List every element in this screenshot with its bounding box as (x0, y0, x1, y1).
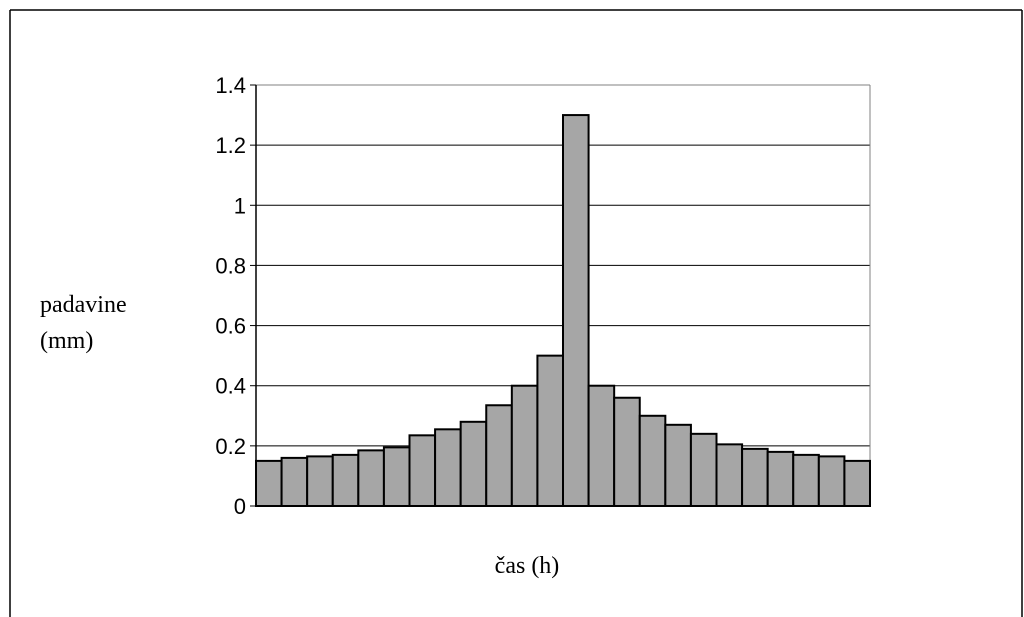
y-tick-label: 0.6 (215, 314, 246, 339)
bar (587, 384, 616, 508)
bar (715, 443, 744, 508)
bar (306, 455, 334, 507)
y-axis-label-line2: (mm) (40, 328, 93, 354)
y-tick-label: 1.4 (215, 73, 246, 98)
y-tick-label: 0.2 (215, 434, 246, 459)
bar (766, 450, 795, 507)
bar (562, 114, 590, 507)
bar (843, 459, 872, 507)
y-tick-label: 0 (234, 494, 246, 519)
bar (382, 446, 411, 508)
bar (613, 396, 641, 507)
bar (459, 420, 488, 507)
bar (357, 449, 385, 507)
bar (638, 414, 667, 507)
bar (792, 453, 820, 507)
bar (434, 428, 462, 508)
bar (741, 447, 769, 508)
bar (255, 459, 283, 507)
bar (331, 453, 360, 507)
bar (817, 455, 846, 507)
bar (664, 423, 692, 507)
y-axis-label-line1: padavine (40, 292, 127, 318)
bar (510, 384, 539, 508)
plot-area: 0 0.2 0.4 0.6 0.8 1 1.2 1.4 (215, 73, 872, 519)
y-tick-label: 0.8 (215, 253, 246, 278)
bar (689, 432, 718, 508)
y-tick-label: 0.4 (215, 374, 246, 399)
x-axis-label: čas (h) (495, 553, 560, 579)
bar (408, 434, 437, 508)
y-tick-label: 1 (234, 193, 246, 218)
bar (536, 354, 565, 507)
bar (485, 404, 513, 507)
bar (280, 456, 309, 507)
y-tick-label: 1.2 (215, 133, 246, 158)
